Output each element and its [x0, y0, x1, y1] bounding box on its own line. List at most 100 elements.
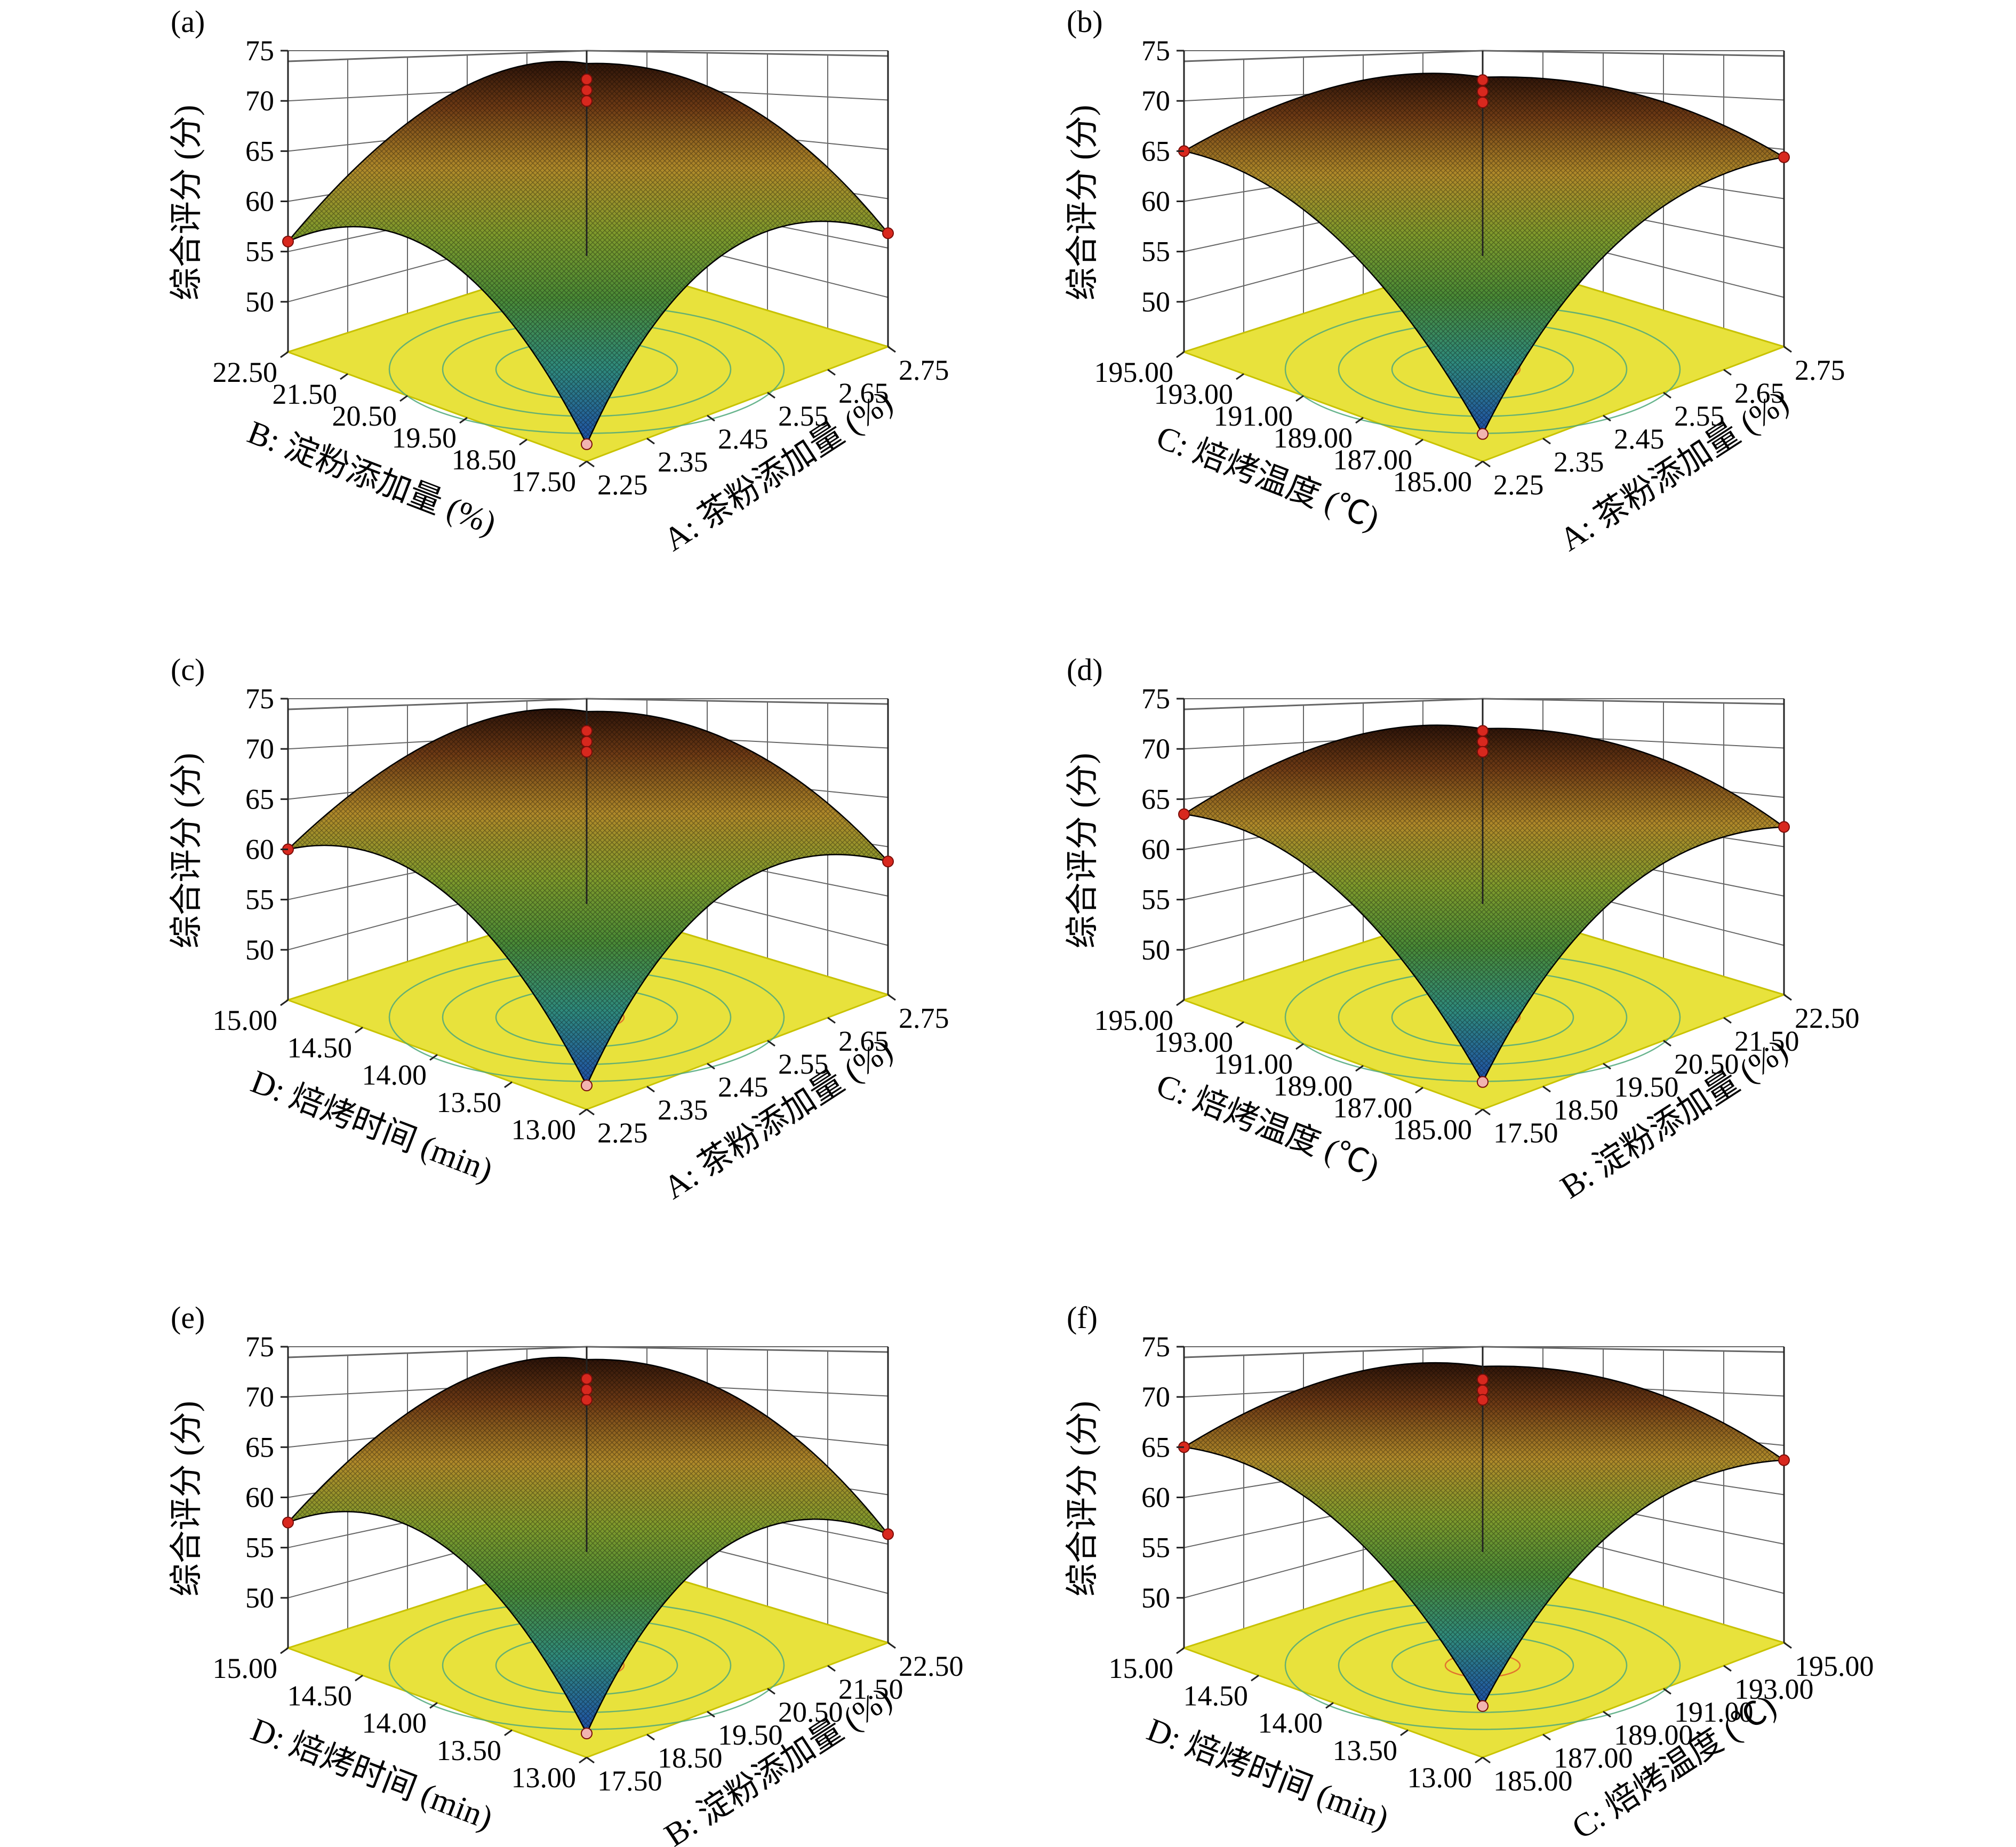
right-axis-tick-mark	[827, 369, 836, 376]
z-tick-label: 65	[245, 783, 274, 815]
z-axis-title: 综合评分 (分)	[1065, 105, 1101, 301]
surface-mesh	[288, 1357, 888, 1734]
left-axis-tick-mark	[1176, 351, 1185, 358]
left-axis-tick-label: 15.00	[213, 1652, 278, 1684]
right-axis-tick-label: 18.50	[658, 1742, 723, 1774]
right-axis-tick-mark	[887, 1642, 896, 1649]
right-axis-tick-mark	[646, 1733, 655, 1741]
z-tick-label: 70	[245, 733, 274, 765]
right-axis-tick-label: 187.00	[1554, 1742, 1633, 1774]
right-axis-tick-mark	[1723, 1665, 1732, 1672]
right-axis-tick-mark	[586, 1756, 595, 1764]
left-axis-tick-label: 14.00	[362, 1059, 427, 1091]
z-tick-label: 60	[1141, 834, 1170, 866]
left-axis-title: B: 淀粉添加量 (%)	[243, 414, 501, 542]
right-axis-tick-label: 2.65	[838, 377, 889, 409]
left-axis-tick-label: 195.00	[1094, 356, 1174, 388]
left-axis-tick-label: 14.50	[287, 1032, 353, 1064]
z-tick-label: 50	[245, 934, 274, 966]
left-axis-tick-label: 14.00	[362, 1707, 427, 1739]
right-axis-tick-label: 17.50	[597, 1765, 662, 1797]
left-axis-tick-label: 15.00	[1109, 1652, 1174, 1684]
panel-label: (a)	[171, 4, 205, 39]
surface-mesh	[1184, 1363, 1784, 1706]
left-axis-tick-label: 189.00	[1274, 1070, 1353, 1102]
design-point	[1477, 85, 1489, 98]
left-axis-tick-label: 20.50	[332, 400, 397, 432]
right-axis-tick-mark	[827, 1665, 836, 1672]
left-axis-tick-label: 191.00	[1214, 1048, 1293, 1080]
design-point	[581, 1080, 593, 1092]
right-axis-tick-mark	[1482, 460, 1491, 468]
design-point	[882, 227, 894, 239]
left-axis-tick-mark	[1355, 417, 1364, 424]
z-tick-label: 60	[245, 834, 274, 866]
left-axis-tick-mark	[1295, 1043, 1304, 1050]
left-axis-tick-label: 13.50	[437, 1086, 502, 1118]
right-axis-tick-label: 2.25	[597, 1117, 648, 1149]
right-axis-tick-label: 185.00	[1493, 1765, 1573, 1797]
left-axis-tick-mark	[1475, 1756, 1483, 1764]
left-axis-tick-label: 13.50	[437, 1734, 502, 1766]
right-axis-tick-mark	[1542, 1085, 1551, 1093]
right-axis-tick-label: 18.50	[1554, 1094, 1619, 1126]
left-axis-tick-mark	[504, 1081, 513, 1088]
z-tick-label: 55	[1141, 236, 1170, 268]
z-tick-label: 55	[245, 1532, 274, 1564]
design-point	[1477, 97, 1489, 108]
z-tick-label: 70	[245, 1381, 274, 1413]
left-axis-tick-label: 13.00	[511, 1762, 577, 1794]
left-axis-tick-label: 13.00	[511, 1114, 577, 1146]
panel-label: (b)	[1067, 4, 1103, 39]
right-axis-tick-label: 2.35	[1554, 446, 1604, 478]
z-tick-label: 65	[1141, 783, 1170, 815]
right-axis-tick-mark	[646, 1085, 655, 1093]
right-axis-tick-label: 193.00	[1734, 1673, 1814, 1705]
z-tick-label: 65	[245, 135, 274, 167]
z-tick-label: 50	[245, 1582, 274, 1614]
design-point	[581, 95, 593, 107]
left-axis-tick-label: 195.00	[1094, 1004, 1174, 1036]
z-axis-title: 综合评分 (分)	[169, 1401, 205, 1597]
left-axis-tick-mark	[280, 1647, 289, 1654]
right-axis-tick-label: 2.55	[1674, 400, 1725, 432]
z-tick-label: 75	[245, 35, 274, 67]
left-axis-tick-mark	[1400, 1729, 1409, 1736]
left-axis-tick-label: 14.50	[287, 1680, 353, 1712]
right-axis-tick-mark	[827, 1017, 836, 1024]
right-axis-tick-label: 21.50	[838, 1673, 903, 1705]
right-axis-tick-mark	[767, 1688, 775, 1695]
z-tick-label: 60	[245, 1482, 274, 1514]
z-tick-label: 50	[1141, 286, 1170, 318]
right-axis-tick-mark	[1603, 1710, 1611, 1718]
left-axis-tick-label: 18.50	[452, 444, 517, 476]
right-axis-tick-label: 2.65	[838, 1025, 889, 1057]
left-axis-tick-mark	[280, 999, 289, 1006]
right-axis-tick-label: 2.25	[597, 469, 648, 501]
left-axis-tick-mark	[355, 1675, 363, 1682]
right-axis-tick-label: 21.50	[1734, 1025, 1799, 1057]
design-point	[1477, 735, 1489, 748]
design-point	[581, 438, 593, 450]
design-point	[282, 235, 294, 247]
left-axis-tick-label: 185.00	[1393, 466, 1473, 498]
right-axis-tick-label: 2.25	[1493, 469, 1544, 501]
z-tick-label: 65	[1141, 1431, 1170, 1463]
design-point	[1778, 151, 1790, 163]
z-tick-label: 65	[245, 1431, 274, 1463]
left-axis-tick-label: 21.50	[273, 378, 338, 410]
z-tick-label: 60	[245, 186, 274, 218]
right-axis-tick-label: 20.50	[1674, 1048, 1739, 1080]
right-axis-tick-label: 2.65	[1734, 377, 1785, 409]
design-point	[581, 1384, 593, 1396]
design-point	[1477, 746, 1489, 758]
right-axis-tick-label: 2.35	[658, 1094, 708, 1126]
z-tick-label: 55	[245, 884, 274, 916]
chart-panel-a: 50 55 60 65 70 75 综合评分 (分) 2.25 2.35 2.45 2.55 2.65…	[169, 4, 949, 558]
right-axis-tick-label: 2.55	[778, 400, 829, 432]
right-axis-tick-mark	[586, 1108, 595, 1116]
right-axis-tick-mark	[707, 1062, 715, 1070]
surface-mesh	[288, 709, 888, 1086]
left-axis-tick-mark	[1176, 1647, 1185, 1654]
